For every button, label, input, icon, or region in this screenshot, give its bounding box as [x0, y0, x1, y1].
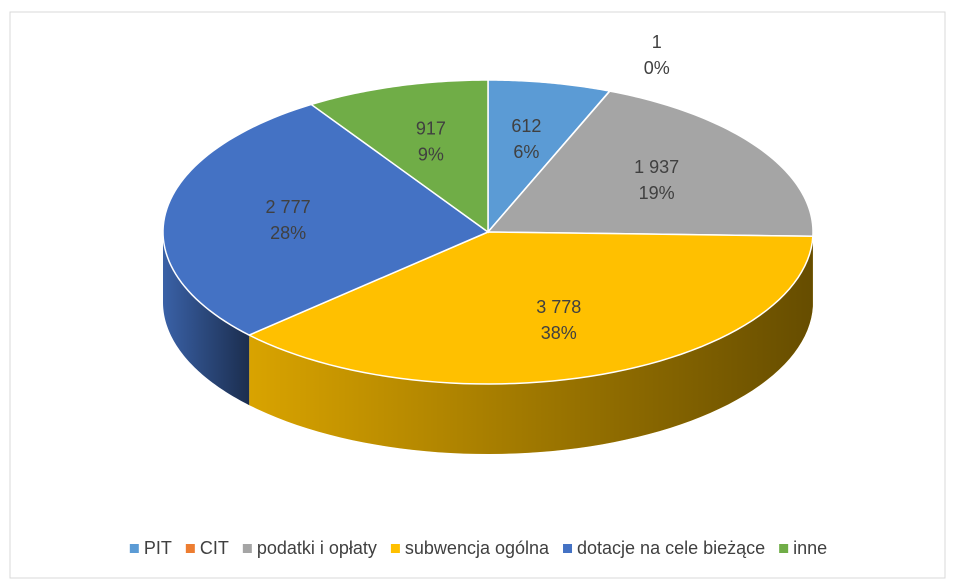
legend-marker: [185, 544, 195, 553]
legend-marker: [779, 544, 789, 553]
pie-side-shade: [163, 232, 250, 406]
legend-label: dotacje na cele bieżące: [577, 538, 765, 558]
legend-marker: [390, 544, 400, 553]
data-label-percent: 38%: [541, 323, 577, 343]
pie-slice: [487, 79, 612, 235]
pie-slice: [486, 90, 814, 237]
legend-marker: [563, 544, 573, 553]
data-label-percent: 19%: [639, 183, 675, 203]
legend-marker: [129, 544, 139, 553]
pie-slice: [162, 103, 490, 336]
pie-side-shade: [249, 236, 813, 454]
legend-label: CIT: [200, 538, 229, 558]
legend: PIT CIT podatki i opłaty subwencja ogólna do…: [129, 538, 827, 558]
data-label: 3 778: [536, 297, 581, 317]
legend-marker: [242, 544, 252, 553]
data-label-percent: 6%: [513, 142, 539, 162]
data-label: 917: [416, 118, 446, 138]
data-label: 612: [511, 116, 541, 136]
legend-label: podatki i opłaty: [257, 538, 377, 558]
data-label: 1 937: [634, 157, 679, 177]
data-label: 1: [652, 32, 662, 52]
data-label-percent: 9%: [418, 144, 444, 164]
legend-label: inne: [793, 538, 827, 558]
data-label: 2 777: [266, 197, 311, 217]
pie-slice: [247, 231, 814, 385]
pie-slice: [309, 79, 489, 234]
data-label-percent: 28%: [270, 223, 306, 243]
legend-label: subwencja ogólna: [405, 538, 550, 558]
legend-label: PIT: [144, 538, 172, 558]
data-label-percent: 0%: [644, 58, 670, 78]
